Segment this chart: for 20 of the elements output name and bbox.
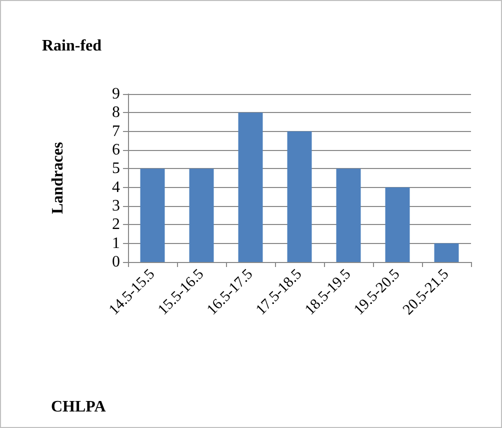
y-tick-label: 6 xyxy=(112,142,120,158)
bar xyxy=(434,243,459,262)
bar xyxy=(385,187,410,262)
y-tick-label: 7 xyxy=(112,122,120,140)
y-tick-label: 4 xyxy=(112,178,120,196)
text: CHLPA xyxy=(51,398,106,416)
chart-title: Rain-fed xyxy=(42,38,102,54)
y-tick-label: 0 xyxy=(112,254,120,270)
bar xyxy=(336,168,361,262)
y-tick-label: 1 xyxy=(112,234,120,252)
y-tick-label: 8 xyxy=(112,104,120,122)
y-tick-label: 2 xyxy=(112,216,120,234)
y-axis-title: Landraces xyxy=(50,142,66,214)
bar xyxy=(189,168,214,262)
y-tick-label: 9 xyxy=(112,86,120,102)
bar xyxy=(140,168,165,262)
y-tick-label: 3 xyxy=(112,198,120,214)
bar xyxy=(287,131,312,262)
y-tick-label: 5 xyxy=(112,160,120,178)
bar xyxy=(238,112,263,262)
